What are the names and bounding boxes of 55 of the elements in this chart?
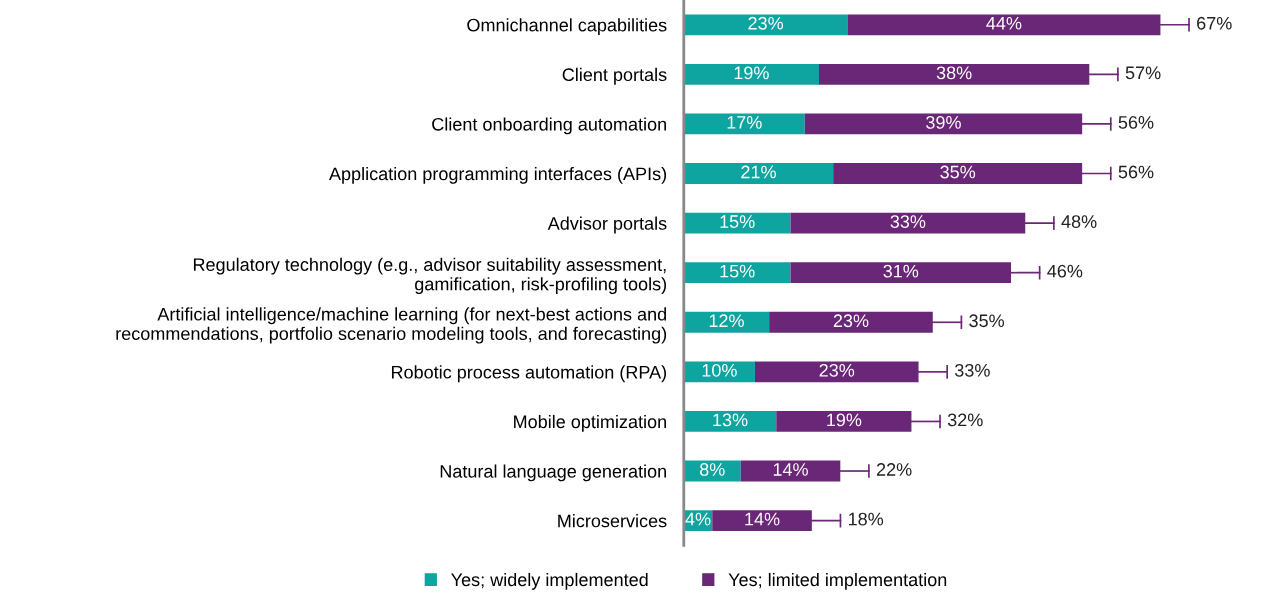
data-label: 39% <box>926 116 961 129</box>
data-label: 14% <box>773 463 808 476</box>
data-label: 23% <box>819 363 855 377</box>
y-tick-label: Natural language generation <box>440 464 666 482</box>
y-tick-label: Advisor portals <box>547 216 667 234</box>
data-label: 15% <box>720 264 755 278</box>
bar <box>683 113 805 135</box>
data-label: 17% <box>727 116 762 129</box>
total-label: 56% <box>1118 165 1154 179</box>
total-label: 46% <box>1047 264 1083 278</box>
y-tick-label: Client onboarding automation <box>432 117 666 135</box>
data-label: 14% <box>745 512 780 526</box>
total-label: 22% <box>876 463 912 476</box>
y-tick-label: Omnichannel capabilities <box>467 18 667 36</box>
data-label: 35% <box>940 165 976 179</box>
data-label: 15% <box>720 215 755 228</box>
y-tick-label: Application programming interfaces (APIs) <box>329 166 667 184</box>
total-label: 67% <box>1197 16 1232 30</box>
total-label: 18% <box>848 512 884 526</box>
data-label: 8% <box>699 463 725 476</box>
data-label: 44% <box>986 16 1022 30</box>
total-label: 35% <box>969 314 1005 328</box>
data-label: 19% <box>734 66 769 80</box>
bar <box>683 163 834 184</box>
total-label: 57% <box>1125 66 1161 80</box>
bar <box>683 63 819 85</box>
data-label: 19% <box>827 413 862 427</box>
data-label: 10% <box>702 363 737 377</box>
y-tick-label: Regulatory technology (e.g., advisor suitability assessment, gamification, risk-profiling tools) <box>193 257 667 295</box>
data-label: 4% <box>685 512 711 526</box>
y-tick-label: Client portals <box>562 67 667 85</box>
bar <box>683 212 791 234</box>
bar <box>683 311 770 333</box>
bar <box>683 14 848 36</box>
y-tick-label: Artificial intelligence/machine learning (for next-best actions and recommendations, portfolio scenario modeling tools, and forecasting) <box>116 307 667 344</box>
legend-label: Yes; limited implementation <box>728 572 947 590</box>
data-label: 31% <box>883 264 919 278</box>
data-label: 38% <box>936 66 972 80</box>
legend-label: Yes; widely implemented <box>451 572 648 590</box>
data-label: 21% <box>741 165 776 179</box>
total-label: 32% <box>947 413 983 427</box>
y-tick-label: Robotic process automation (RPA) <box>391 365 667 383</box>
y-tick-label: Mobile optimization <box>514 414 666 432</box>
bar <box>683 411 777 432</box>
bar <box>683 361 755 383</box>
total-label: 33% <box>954 363 990 377</box>
total-label: 56% <box>1118 116 1154 129</box>
bar <box>683 262 791 284</box>
y-tick-label: Microservices <box>558 514 667 528</box>
total-label: 48% <box>1061 215 1097 228</box>
data-label: 12% <box>709 314 744 328</box>
data-label: 23% <box>833 314 869 328</box>
data-label: 33% <box>890 215 926 228</box>
data-label: 13% <box>713 413 748 427</box>
data-label: 23% <box>748 16 784 30</box>
